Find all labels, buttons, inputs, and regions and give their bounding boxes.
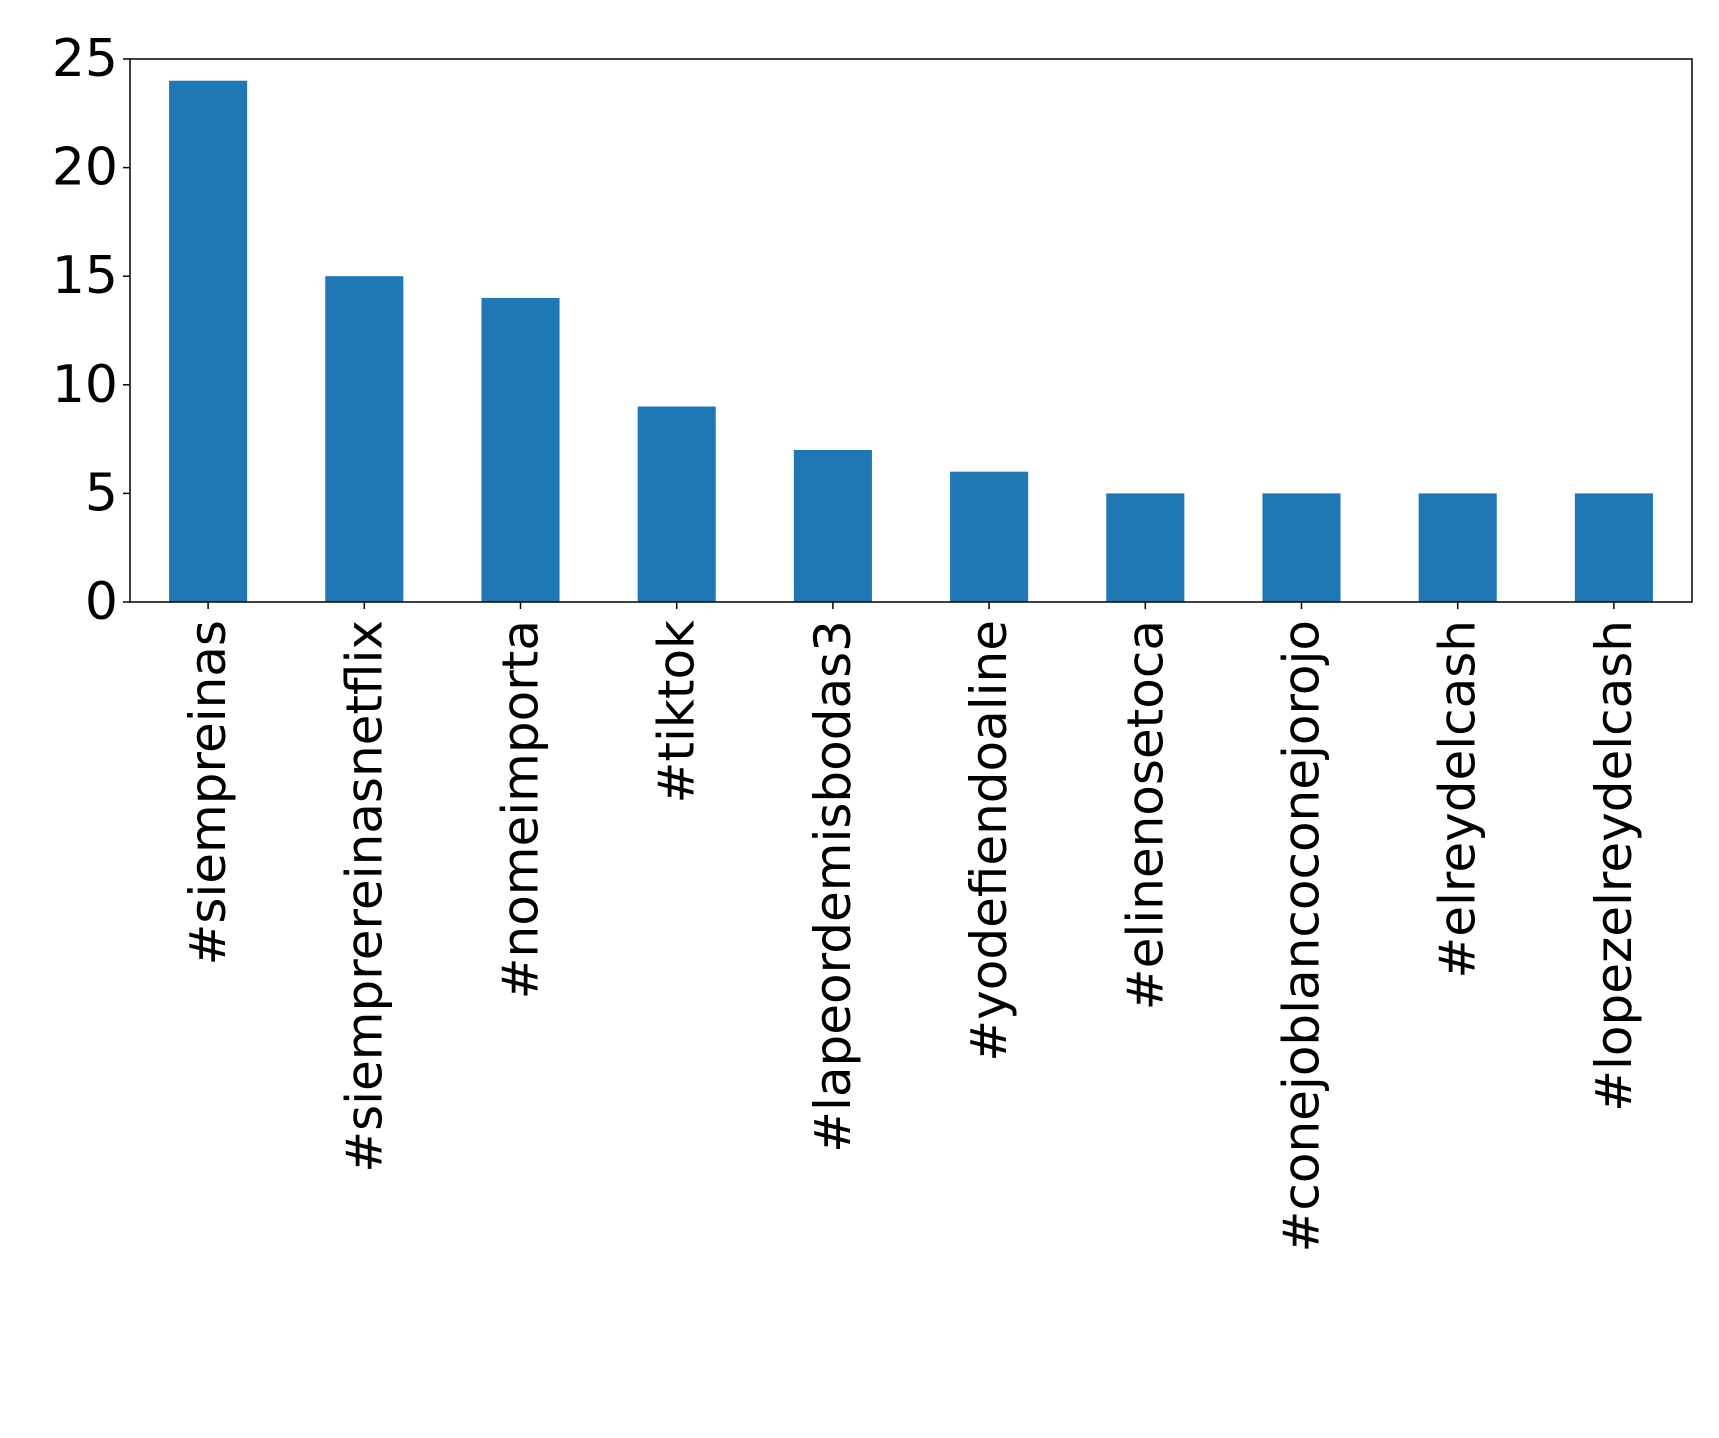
bar [1262, 493, 1341, 602]
x-axis: #siempreinas #siemprereinasnetflix #nomeim… [179, 602, 1643, 1253]
y-tick-label: 0 [85, 572, 118, 632]
x-tick-label: #tiktok [648, 620, 706, 804]
y-axis: 0 5 10 15 20 25 [52, 29, 130, 632]
bars-group [169, 80, 1653, 603]
bar [169, 80, 248, 603]
bar [325, 276, 404, 602]
bar [1574, 493, 1653, 602]
x-tick-label: #nomeimporta [492, 620, 550, 999]
bar [481, 297, 560, 602]
x-tick-label: #lapeordemisbodas3 [804, 620, 862, 1153]
bar [1418, 493, 1497, 602]
y-tick-label: 15 [52, 246, 118, 306]
x-tick-label: #elinenosetoca [1116, 620, 1174, 1010]
y-tick-label: 10 [52, 355, 118, 415]
x-tick-label: #lopezelreydelcash [1585, 620, 1643, 1112]
y-tick-label: 25 [52, 29, 118, 89]
y-tick-label: 5 [85, 463, 118, 523]
bar [950, 471, 1029, 602]
plot-frame [129, 58, 1693, 603]
x-tick-label: #yodefiendoaline [960, 620, 1018, 1062]
x-tick-label: #conejoblancoconejorojo [1273, 620, 1331, 1253]
x-tick-label: #elreydelcash [1429, 620, 1487, 979]
x-tick-label: #siemprereinasnetflix [335, 620, 393, 1173]
x-tick-label: #siempreinas [179, 620, 237, 966]
bar [637, 406, 716, 602]
y-tick-label: 20 [52, 138, 118, 198]
bar [793, 449, 872, 602]
bar [1106, 493, 1185, 602]
